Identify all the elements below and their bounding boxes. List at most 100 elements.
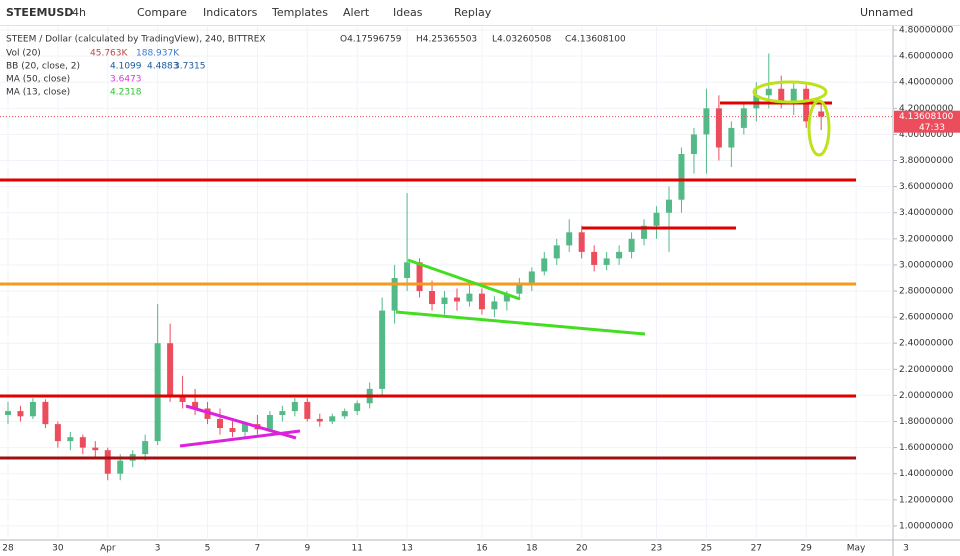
x-tick-label: 3	[903, 544, 909, 554]
x-tick-label: 28	[2, 544, 14, 554]
indicator-name: MA (50, close)	[6, 75, 70, 85]
indicator-name: BB (20, close, 2)	[6, 62, 80, 72]
templates[interactable]: Templates	[272, 6, 328, 19]
candle-body	[291, 401, 298, 412]
highlight	[807, 99, 831, 157]
legend-open: O4.17596759	[340, 35, 402, 45]
candle-body	[229, 428, 236, 432]
candle-body	[728, 127, 735, 148]
candle-body	[154, 343, 161, 442]
candle-body	[142, 441, 149, 455]
candle-body	[765, 88, 772, 96]
symbol[interactable]: STEEMUSD	[6, 6, 74, 19]
y-tick-label: 1.60000000	[899, 443, 954, 453]
candle-body	[4, 411, 11, 415]
candle-body	[67, 437, 74, 442]
candle-body	[578, 232, 585, 252]
candle-body	[553, 245, 560, 259]
candle-body	[241, 424, 248, 432]
candle-body	[104, 450, 111, 474]
alert[interactable]: Alert	[343, 6, 370, 19]
candle-body	[503, 293, 510, 302]
indicator-name: Vol (20)	[6, 49, 41, 59]
candle-body	[42, 401, 49, 425]
x-tick-label: 9	[304, 544, 310, 554]
candle-body	[79, 437, 86, 448]
candle-body	[641, 225, 648, 239]
y-tick-label: 3.00000000	[899, 260, 954, 270]
y-tick-label: 4.60000000	[899, 52, 954, 62]
candle-body	[179, 395, 186, 402]
y-tick-label: 2.00000000	[899, 391, 954, 401]
candle-body	[690, 134, 697, 155]
x-tick-label: May	[847, 544, 866, 554]
candle-body	[616, 251, 623, 259]
candle-body	[528, 271, 535, 285]
candle-body	[453, 297, 460, 302]
replay[interactable]: Replay	[454, 6, 492, 19]
candle-body	[429, 291, 436, 305]
indicator-name: MA (13, close)	[6, 88, 70, 98]
candle-body	[167, 343, 174, 396]
x-tick-label: 25	[701, 544, 712, 554]
countdown: 47:33	[919, 123, 945, 133]
indicator-value: 4.2318	[110, 88, 142, 98]
candle-body	[316, 418, 323, 422]
interval[interactable]: 4h	[72, 6, 86, 19]
y-tick-label: 1.40000000	[899, 469, 954, 479]
candle-body	[803, 88, 810, 122]
candle-body	[666, 199, 673, 213]
indicator-value: 3.7315	[174, 62, 206, 72]
candle-body	[217, 418, 224, 429]
candle-body	[653, 212, 660, 226]
layout-name[interactable]: Unnamed	[860, 6, 914, 19]
legend-title: STEEM / Dollar (calculated by TradingVie…	[6, 35, 266, 45]
trend-line	[407, 258, 521, 301]
y-tick-label: 4.20000000	[899, 104, 954, 114]
legend-low: L4.03260508	[492, 35, 552, 45]
x-tick-label: 13	[401, 544, 412, 554]
candle-body	[279, 411, 286, 415]
candle-body	[29, 401, 36, 417]
candle-body	[266, 414, 273, 430]
candle-body	[304, 401, 311, 419]
y-tick-label: 4.00000000	[899, 130, 954, 140]
x-tick-label: Apr	[100, 544, 116, 554]
y-tick-label: 3.20000000	[899, 234, 954, 244]
last-price-tag	[894, 110, 960, 133]
indicator-value: 4.4883	[147, 62, 179, 72]
candle-body	[591, 251, 598, 265]
legend-high: H4.25365503	[416, 35, 477, 45]
y-tick-label: 2.80000000	[899, 287, 954, 297]
x-tick-label: 3	[155, 544, 161, 554]
candle-body	[117, 460, 124, 474]
x-tick-label: 16	[476, 544, 488, 554]
trend-line	[395, 310, 646, 336]
candle-body	[740, 108, 747, 128]
candle-body	[790, 88, 797, 102]
candle-body	[416, 262, 423, 292]
candle-body	[17, 411, 24, 417]
x-tick-label: 18	[526, 544, 538, 554]
ideas[interactable]: Ideas	[393, 6, 423, 19]
candle-body	[92, 447, 99, 451]
compare[interactable]: Compare	[137, 6, 187, 19]
candle-body	[391, 277, 398, 311]
indicator-value: 4.1099	[110, 62, 142, 72]
y-tick-label: 1.00000000	[899, 521, 954, 531]
x-tick-label: 7	[255, 544, 261, 554]
y-tick-label: 4.40000000	[899, 78, 954, 88]
indicators[interactable]: Indicators	[203, 6, 258, 19]
y-tick-label: 3.60000000	[899, 182, 954, 192]
candle-body	[404, 262, 411, 278]
x-tick-label: 29	[800, 544, 812, 554]
candle-body	[466, 293, 473, 302]
candle-body	[354, 403, 361, 412]
candle-body	[778, 88, 785, 102]
candle-body	[516, 284, 523, 294]
candle-body	[192, 401, 199, 409]
candle-body	[628, 238, 635, 252]
candle-body	[491, 301, 498, 310]
highlight	[752, 80, 828, 104]
